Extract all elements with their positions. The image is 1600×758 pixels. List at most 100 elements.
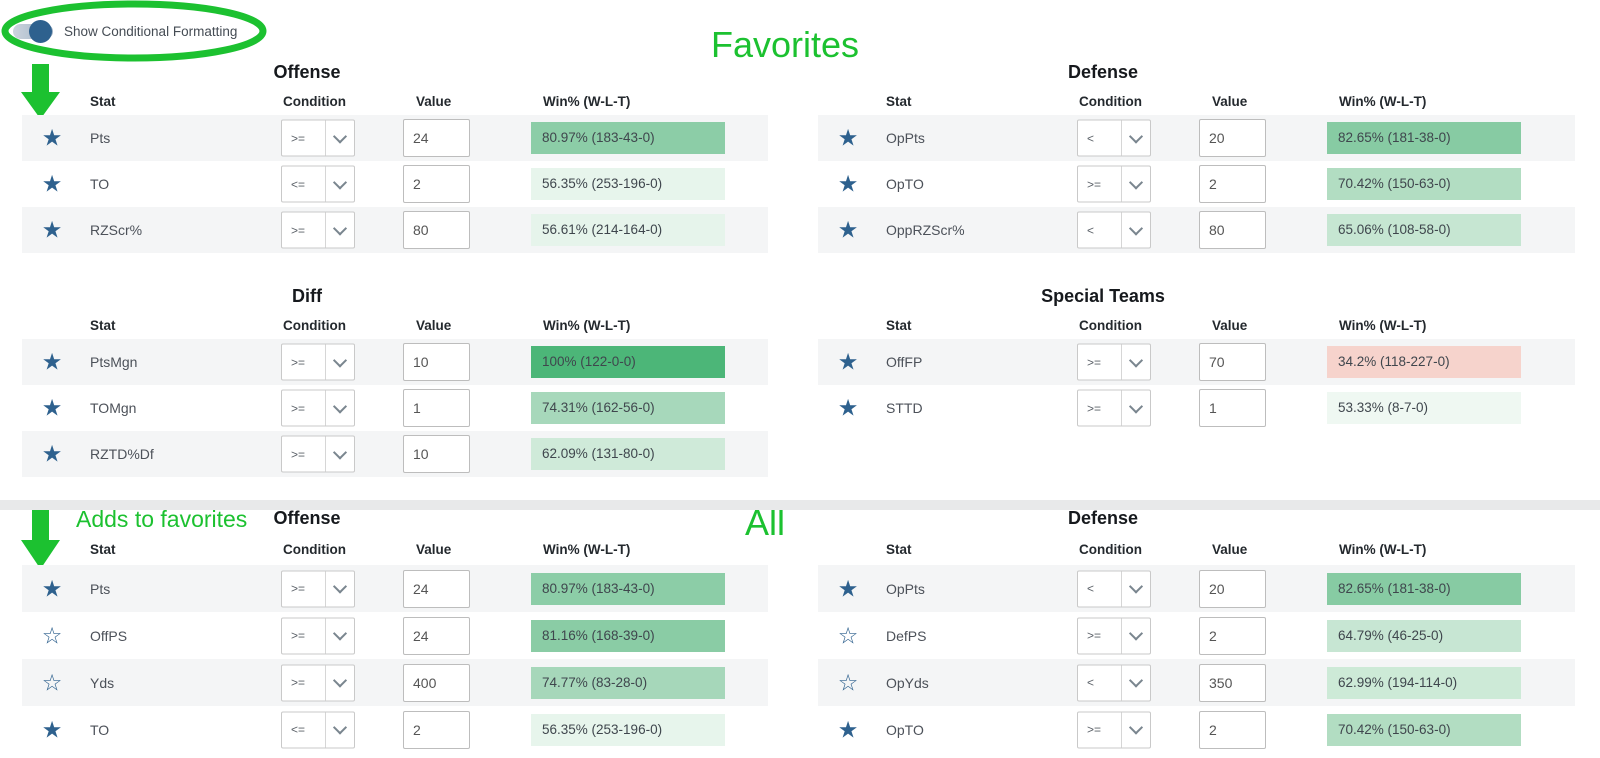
condition-select[interactable]: >=: [281, 343, 355, 381]
win-pct-cell: 56.35% (253-196-0): [531, 713, 725, 746]
condition-select[interactable]: >=: [1077, 343, 1151, 381]
star-filled-icon[interactable]: ★: [837, 394, 859, 421]
star-filled-icon[interactable]: ★: [837, 348, 859, 375]
value-input[interactable]: [1199, 119, 1266, 157]
condition-select[interactable]: >=: [281, 119, 355, 157]
value-column-header: Value: [1212, 94, 1248, 109]
condition-operator: >=: [282, 618, 326, 653]
stat-row: ★ OpPts < 82.65% (181-38-0): [818, 115, 1575, 161]
chevron-down-icon: [326, 352, 354, 368]
stat-label: RZTD%Df: [90, 446, 154, 462]
condition-select[interactable]: >=: [281, 435, 355, 473]
star-filled-icon[interactable]: ★: [837, 716, 859, 742]
value-input[interactable]: [1199, 616, 1266, 655]
star-filled-icon[interactable]: ★: [41, 216, 63, 243]
table-title: Defense: [1067, 508, 1139, 528]
stat-label: OpYds: [886, 674, 929, 691]
condition-select[interactable]: <: [1077, 119, 1151, 157]
condition-select[interactable]: <: [1077, 664, 1151, 701]
conditional-formatting-toggle[interactable]: [13, 20, 65, 43]
star-filled-icon[interactable]: ★: [41, 348, 63, 375]
value-input[interactable]: [1199, 211, 1266, 249]
condition-select[interactable]: >=: [1077, 617, 1151, 654]
stat-label: OpPts: [886, 130, 925, 146]
value-input[interactable]: [1199, 663, 1266, 702]
stat-column-header: Stat: [886, 542, 912, 557]
star-filled-icon[interactable]: ★: [41, 716, 63, 742]
win-pct-cell: 62.99% (194-114-0): [1327, 666, 1521, 699]
win-column-header: Win% (W-L-T): [1339, 542, 1427, 557]
win-pct-cell: 82.65% (181-38-0): [1327, 572, 1521, 605]
star-filled-icon[interactable]: ★: [837, 124, 859, 151]
chevron-down-icon: [1122, 174, 1150, 190]
chevron-down-icon: [1122, 128, 1150, 144]
table-title: Defense: [1067, 62, 1139, 82]
condition-operator: >=: [282, 390, 326, 426]
star-outline-icon[interactable]: ☆: [837, 622, 859, 648]
star-outline-icon[interactable]: ☆: [41, 622, 63, 648]
value-input[interactable]: [1199, 569, 1266, 608]
condition-select[interactable]: <: [1077, 570, 1151, 607]
value-input[interactable]: [1199, 343, 1266, 381]
value-input[interactable]: [403, 710, 470, 749]
star-filled-icon[interactable]: ★: [837, 170, 859, 197]
condition-operator: <=: [282, 166, 326, 202]
star-filled-icon[interactable]: ★: [41, 170, 63, 197]
stat-row: ★ TOMgn >= 74.31% (162-56-0): [22, 385, 768, 431]
star-filled-icon[interactable]: ★: [41, 124, 63, 151]
win-column-header: Win% (W-L-T): [543, 318, 631, 333]
condition-operator: <: [1078, 120, 1122, 156]
stat-column-header: Stat: [90, 318, 116, 333]
condition-select[interactable]: >=: [281, 617, 355, 654]
win-pct-cell: 65.06% (108-58-0): [1327, 214, 1521, 246]
win-pct-cell: 82.65% (181-38-0): [1327, 122, 1521, 154]
condition-select[interactable]: >=: [281, 664, 355, 701]
condition-select[interactable]: >=: [1077, 711, 1151, 748]
condition-select[interactable]: <: [1077, 211, 1151, 249]
condition-select[interactable]: <=: [281, 711, 355, 748]
condition-select[interactable]: >=: [281, 211, 355, 249]
value-input[interactable]: [403, 616, 470, 655]
stat-row: ☆ Yds >= 74.77% (83-28-0): [22, 659, 768, 706]
star-filled-icon[interactable]: ★: [837, 216, 859, 243]
chevron-down-icon: [326, 128, 354, 144]
stat-label: Yds: [90, 674, 115, 691]
value-input[interactable]: [403, 165, 470, 203]
condition-select[interactable]: >=: [281, 389, 355, 427]
stat-row: ★ Pts >= 80.97% (183-43-0): [22, 565, 768, 612]
chevron-down-icon: [1122, 626, 1150, 641]
stat-label: RZScr%: [90, 222, 143, 238]
star-filled-icon[interactable]: ★: [41, 394, 63, 421]
star-outline-icon[interactable]: ☆: [837, 669, 859, 695]
value-input[interactable]: [1199, 165, 1266, 203]
value-input[interactable]: [1199, 710, 1266, 749]
chevron-down-icon: [326, 220, 354, 236]
value-input[interactable]: [403, 663, 470, 702]
value-input[interactable]: [403, 435, 470, 473]
value-column-header: Value: [1212, 318, 1248, 333]
stat-row: ★ TO <= 56.35% (253-196-0): [22, 161, 768, 207]
value-input[interactable]: [403, 119, 470, 157]
table-title: Offense: [273, 508, 341, 528]
star-filled-icon[interactable]: ★: [837, 575, 859, 601]
star-filled-icon[interactable]: ★: [41, 440, 63, 467]
win-column-header: Win% (W-L-T): [543, 542, 631, 557]
star-outline-icon[interactable]: ☆: [41, 669, 63, 695]
value-input[interactable]: [403, 211, 470, 249]
stat-label: Pts: [90, 130, 111, 146]
condition-operator: <: [1078, 665, 1122, 700]
condition-select[interactable]: <=: [281, 165, 355, 203]
condition-column-header: Condition: [283, 318, 346, 333]
value-input[interactable]: [1199, 389, 1266, 427]
condition-select[interactable]: >=: [1077, 165, 1151, 203]
stat-label: Pts: [90, 580, 111, 597]
value-input[interactable]: [403, 343, 470, 381]
value-column-header: Value: [416, 318, 452, 333]
value-input[interactable]: [403, 389, 470, 427]
value-input[interactable]: [403, 569, 470, 608]
condition-select[interactable]: >=: [281, 570, 355, 607]
stat-label: OffFP: [886, 354, 923, 370]
star-filled-icon[interactable]: ★: [41, 575, 63, 601]
condition-select[interactable]: >=: [1077, 389, 1151, 427]
condition-operator: <: [1078, 212, 1122, 248]
